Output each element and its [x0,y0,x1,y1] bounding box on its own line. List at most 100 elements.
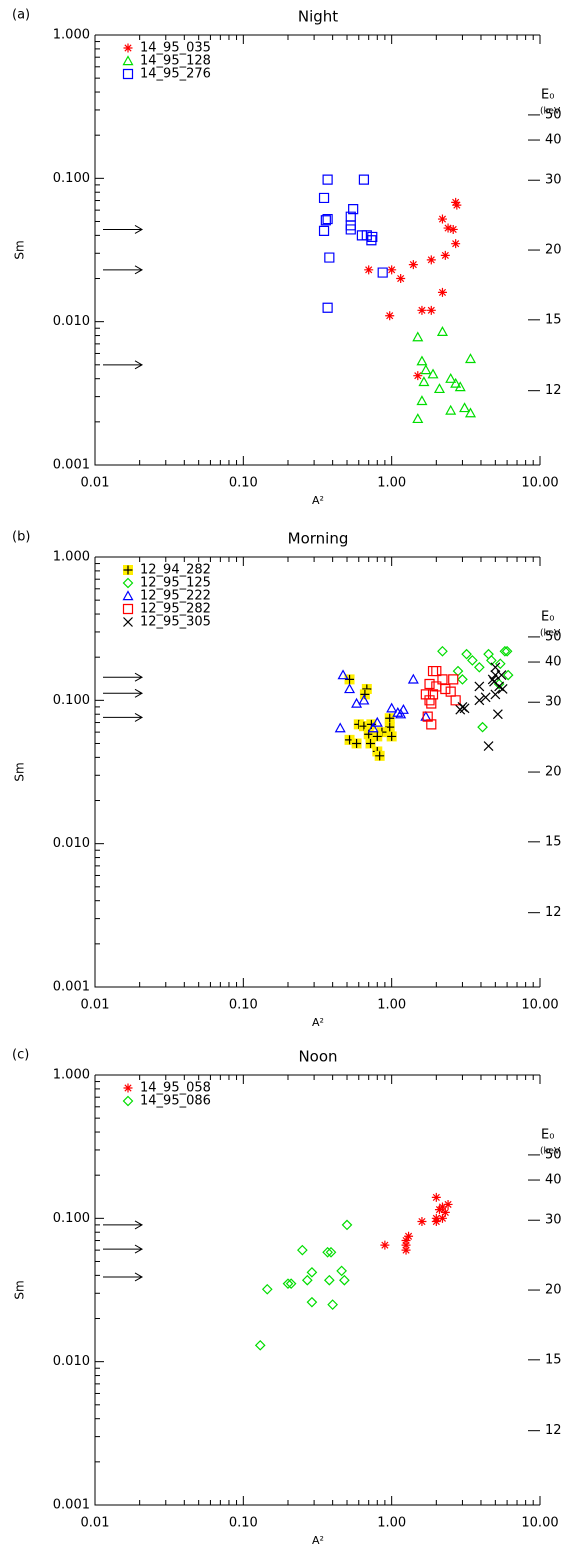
point [285,1278,297,1290]
y-tick-label: 1.000 [53,28,90,43]
point [366,235,377,246]
y2-tick-label: 50 [545,629,562,644]
point [364,265,374,275]
legend-label: 14_95_128 [140,54,211,69]
point [424,678,435,690]
point [396,274,406,284]
point [380,1240,390,1250]
arrow [103,225,144,234]
point [464,353,477,364]
x-tick-label: 10.00 [521,998,558,1013]
point [420,364,432,375]
point [361,230,372,241]
y-tick-label: 0.001 [53,458,90,473]
point [494,658,506,670]
y2-tick-label: 20 [545,1283,562,1298]
legend-label: 12_95_305 [140,615,211,630]
point [448,224,458,234]
point [348,204,359,215]
point [474,695,485,706]
point [440,1207,450,1217]
y-tick-label: 1.000 [53,550,90,565]
arrow [103,688,144,698]
point [417,1217,427,1227]
point [352,738,362,748]
y2-tick-label: 50 [545,1147,562,1162]
legend-label: 12_95_282 [140,602,211,617]
point [461,648,472,660]
y2-tick-label: 40 [545,1173,562,1188]
x-axis-label: A² [312,494,324,507]
y2-tick-label: 12 [545,905,562,920]
legend-marker [122,577,134,589]
point [401,1236,411,1246]
point [490,689,501,700]
legend-label: 12_94_282 [140,563,211,578]
point [323,1274,335,1286]
point [427,368,439,379]
point [367,231,378,243]
y2-axis-label: E₀ [541,88,554,103]
point [336,1265,347,1277]
point [452,665,464,677]
y-tick-label: 0.100 [53,693,90,708]
point [477,721,488,733]
axes [94,1074,540,1506]
arrow [103,265,144,275]
y-axis-label: Sm [13,762,27,781]
point [496,670,507,681]
y2-tick-label: 30 [545,695,562,710]
point [322,174,333,185]
y2-tick-label: 30 [545,173,562,188]
point [437,1213,447,1223]
point [450,377,462,388]
point [502,669,514,681]
point [417,305,427,315]
y2-axis-label: E₀ [541,1128,554,1143]
point [297,1244,308,1256]
point [401,1240,411,1250]
point [480,692,491,703]
point [451,239,461,249]
y-tick-label: 0.010 [53,314,90,329]
point [437,214,447,224]
point [387,731,397,741]
point [344,683,356,694]
point [377,267,388,278]
point [431,1192,441,1202]
point [371,716,383,727]
point [445,404,457,415]
point [322,302,333,313]
point [434,1205,444,1215]
y-tick-label: 0.001 [53,980,90,995]
point [334,722,346,733]
point [327,1299,338,1310]
point [320,215,331,226]
point [445,372,457,383]
point [401,1245,411,1255]
chart-title: Noon [298,1048,337,1066]
point [459,402,471,413]
point [483,648,494,660]
point [385,713,395,723]
point [322,213,333,225]
point [397,703,409,714]
point [474,681,485,692]
point [426,698,437,709]
point [345,674,355,684]
y2-tick-label: 20 [545,243,562,258]
x-tick-label: 10.00 [521,1516,558,1531]
x-tick-label: 0.10 [229,1516,258,1531]
point [282,1278,294,1290]
point [351,697,363,708]
legend-label: 14_95_035 [140,41,211,56]
y2-tick-label: 50 [545,107,562,122]
point [322,1246,333,1258]
point [486,655,497,666]
legend-marker [123,617,133,627]
point [306,1296,318,1308]
point [385,311,395,321]
point [497,684,508,694]
